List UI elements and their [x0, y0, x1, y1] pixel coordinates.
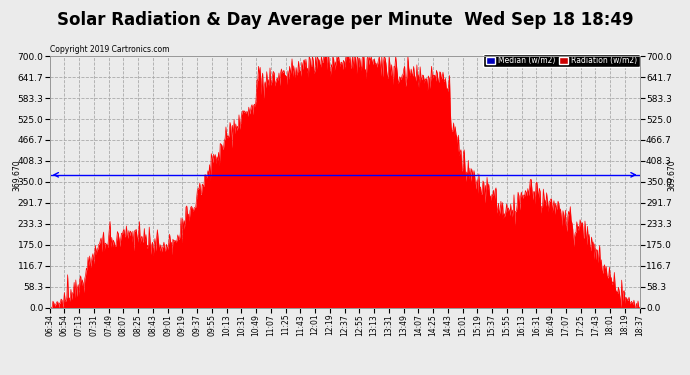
Legend: Median (w/m2), Radiation (w/m2): Median (w/m2), Radiation (w/m2) [483, 54, 640, 68]
Text: Solar Radiation & Day Average per Minute  Wed Sep 18 18:49: Solar Radiation & Day Average per Minute… [57, 11, 633, 29]
Text: 369.670: 369.670 [12, 159, 21, 190]
Text: 369.670: 369.670 [668, 159, 677, 190]
Text: Copyright 2019 Cartronics.com: Copyright 2019 Cartronics.com [50, 45, 170, 54]
